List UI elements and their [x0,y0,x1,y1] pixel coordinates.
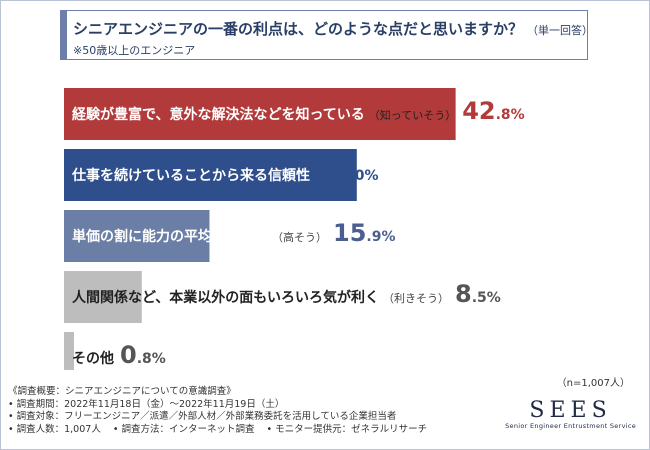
bar-chart: 経験が豊富で、意外な解決法などを知っている （知っていそう） 42.8% 仕事を続けて… [64,88,525,370]
question-subtitle: ※50歳以上のエンジニア [73,44,196,57]
bar-label-4: 人間関係など、本業以外の面もいろいろ気が利く （利きそう） 8.5% [72,280,501,308]
sees-logo: SEES Senior Engineer Entrustment Service [505,398,636,431]
survey-provider: • モニター提供元：ゼネラルリサーチ [266,423,428,435]
sample-size: （n=1,007人） [556,378,630,389]
bar-3 [64,210,210,262]
question-title-text: シニアエンジニアの一番の利点は、どのような点だと思いますか？ [73,20,524,38]
logo-wordmark: SEES [529,398,612,423]
bar-5 [64,332,74,370]
answer-type-note: （単一回答） [527,24,594,37]
logo-tagline: Senior Engineer Entrustment Service [505,422,636,430]
survey-period: • 調査期間：2022年11月18日（金）〜2022年11月19日（土） [8,398,285,410]
survey-overview: 《調査概要：シニアエンジニアについての意識調査》 • 調査期間：2022年11月… [8,386,427,436]
bar-4 [64,271,142,323]
header-accent-bar [61,11,67,59]
bar-label-2: 仕事を続けていることから来る信頼性 32.0% [71,158,379,186]
question-header: シニアエンジニアの一番の利点は、どのような点だと思いますか？ （単一回答） ※50… [60,10,593,60]
survey-count: • 調査人数：1,007人 [8,423,101,435]
bar-label-3: 単価の割に能力の平均値が高い （高そう） 15.9% [72,219,396,247]
survey-target: • 調査対象：フリーエンジニア／派遣／外部人材／外部業務委託を活用している企業担… [8,411,397,422]
bar-1 [64,88,456,140]
survey-details-row: • 調査人数：1,007人 • 調査方法：インターネット調査 • モニター提供元：ゼ… [8,424,427,437]
bar-label-5: その他 0.8% [72,341,166,369]
bar-2 [64,149,357,201]
question-title: シニアエンジニアの一番の利点は、どのような点だと思いますか？ （単一回答） [73,18,593,39]
bar-label-1: 経験が豊富で、意外な解決法などを知っている （知っていそう） 42.8% [72,97,525,125]
survey-heading: 《調査概要：シニアエンジニアについての意識調査》 [8,386,236,397]
survey-method: • 調査方法：インターネット調査 [112,423,255,435]
